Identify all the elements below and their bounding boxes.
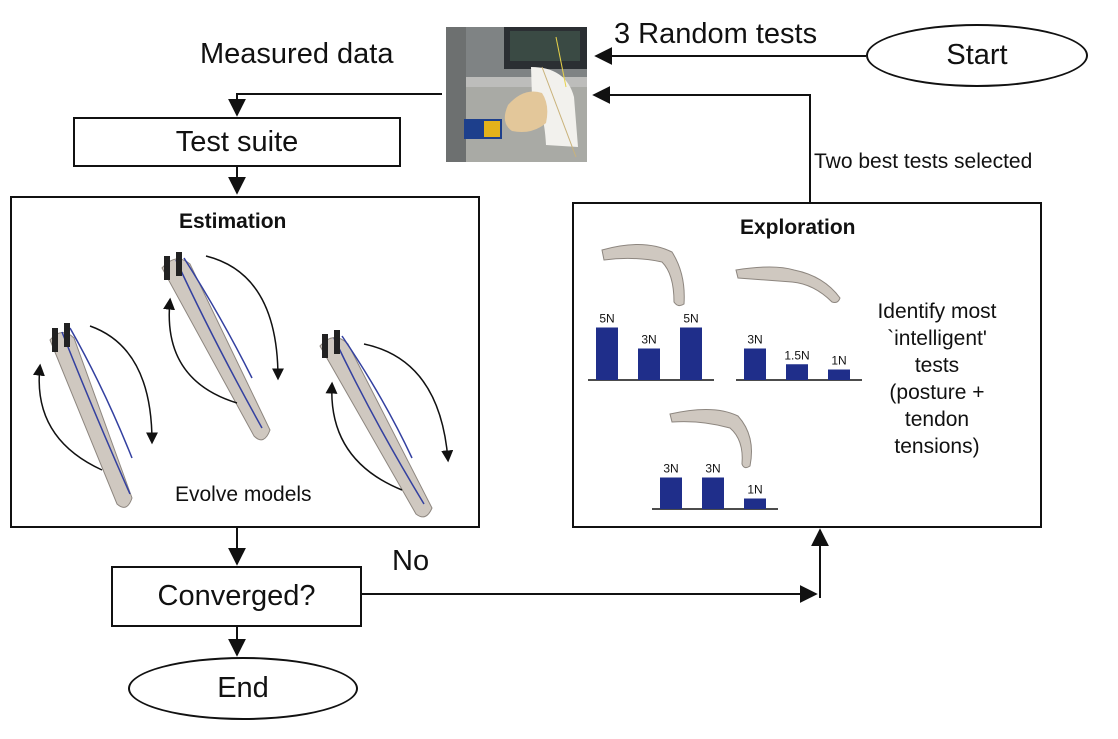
exploration-title: Exploration (740, 216, 856, 239)
description-line: `intelligent' (887, 327, 987, 350)
test-chart-3: 3N 3N 1N (652, 462, 778, 510)
tension-bar-label: 1N (747, 483, 762, 497)
estimation-title: Estimation (179, 210, 287, 233)
tension-bar (702, 477, 724, 509)
finger-model-1 (32, 323, 158, 508)
converged-box: Converged? (111, 566, 362, 627)
description-line: Identify most (877, 300, 997, 323)
tension-bar-label: 3N (663, 462, 678, 476)
tension-bar-label: 1.5N (784, 348, 809, 362)
description-line: tendon (904, 408, 970, 431)
end-label: End (217, 672, 269, 704)
start-label: Start (946, 39, 1008, 71)
test-charts: 5N 3N 5N 3N 1.5N 1N 3N 3N 1N (588, 243, 862, 510)
posture-3 (669, 408, 752, 469)
test-rig-photo (446, 27, 587, 162)
test-chart-1: 5N 3N 5N (588, 312, 714, 381)
tension-bar-label: 3N (641, 333, 656, 347)
tension-bar (744, 498, 766, 509)
converged-label: Converged? (157, 580, 316, 612)
tension-bar (680, 327, 702, 380)
tension-bar (744, 348, 766, 380)
end-node: End (128, 657, 358, 720)
tension-bar-label: 1N (831, 354, 846, 368)
finger-model-2 (161, 252, 284, 441)
tension-bar-label: 5N (599, 312, 614, 326)
exploration-description: Identify most `intelligent' tests (postu… (864, 298, 1010, 460)
tension-bar (786, 364, 808, 380)
finger-model-3 (319, 330, 454, 518)
no-label: No (392, 545, 430, 577)
test-suite-label: Test suite (175, 125, 299, 158)
posture-1 (601, 243, 685, 307)
tension-bar (660, 477, 682, 509)
estimation-panel: Estimation Evolve models (10, 196, 480, 528)
start-node: Start (866, 24, 1088, 87)
tension-bar-label: 5N (683, 312, 698, 326)
tension-bar (596, 327, 618, 380)
test-chart-2: 3N 1.5N 1N (736, 333, 862, 381)
tension-bar-label: 3N (705, 462, 720, 476)
tension-bar-label: 3N (747, 333, 762, 347)
test-suite-box: Test suite (73, 117, 401, 167)
arrow-exploration-to-rig (592, 86, 811, 202)
posture-2 (735, 266, 841, 303)
finger-models (32, 252, 454, 518)
arrow-rig-to-test-suite (228, 93, 442, 117)
tension-bar (638, 348, 660, 380)
estimation-caption: Evolve models (175, 483, 312, 506)
tension-bar (828, 369, 850, 380)
measured-data-label: Measured data (200, 38, 394, 70)
description-line: (posture + (889, 381, 985, 404)
random-tests-label: 3 Random tests (614, 18, 818, 50)
description-line: tests (914, 354, 960, 377)
description-line: tensions) (894, 435, 980, 458)
two-best-label: Two best tests selected (814, 150, 1033, 173)
exploration-panel: Exploration 5N 3N 5N 3N 1.5N 1N 3N 3N 1N Ident… (572, 202, 1042, 528)
